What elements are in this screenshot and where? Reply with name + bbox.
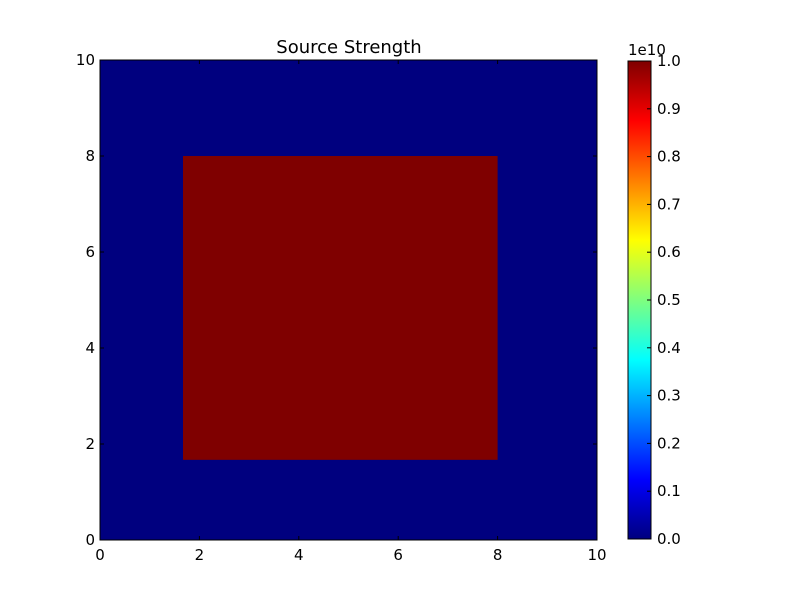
plot-frame <box>99 59 598 541</box>
colorbar-tick-label: 0.8 <box>657 148 681 166</box>
colorbar-tick-label: 0.5 <box>657 291 681 309</box>
x-tick-label: 10 <box>587 546 606 564</box>
y-axis: 0 2 4 6 8 10 <box>76 51 597 549</box>
colorbar-tick-label: 0.4 <box>657 339 681 357</box>
heatmap-region-1 <box>182 156 498 460</box>
y-tick-label: 4 <box>85 339 95 357</box>
x-tick-label: 2 <box>195 546 205 564</box>
y-tick-label: 10 <box>76 51 95 69</box>
colorbar-tick-label: 1.0 <box>657 52 681 70</box>
x-tick-label: 8 <box>493 546 503 564</box>
x-axis: 0 2 4 6 8 10 <box>95 60 607 564</box>
colorbar-tick-label: 0.3 <box>657 387 681 405</box>
y-tick-label: 6 <box>85 243 95 261</box>
colorbar-tick-label: 0.9 <box>657 100 681 118</box>
y-tick-label: 8 <box>85 147 95 165</box>
colorbar-tick-label: 0.6 <box>657 243 681 261</box>
colorbar-tick-label: 0.1 <box>657 482 681 500</box>
x-tick-label: 0 <box>95 546 105 564</box>
colorbar-tick-label: 0.0 <box>657 530 681 548</box>
plot-area <box>99 59 598 541</box>
y-tick-label: 2 <box>85 435 95 453</box>
colorbar-tick-label: 0.2 <box>657 434 681 452</box>
y-tick-label: 0 <box>85 531 95 549</box>
x-tick-label: 6 <box>393 546 403 564</box>
colorbar-offset-label: 1e10 <box>628 41 666 59</box>
colorbar-tick-label: 0.7 <box>657 195 681 213</box>
chart-title: Source Strength <box>276 37 421 58</box>
x-tick-label: 4 <box>294 546 304 564</box>
